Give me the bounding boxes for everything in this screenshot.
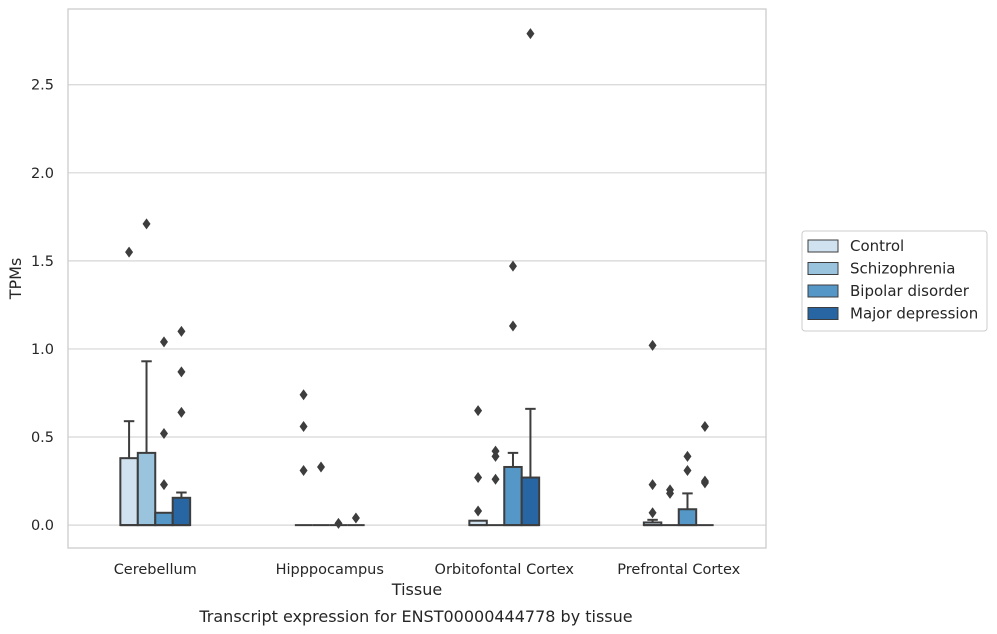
outlier-point: [526, 28, 535, 40]
plot-frame: [67, 8, 767, 549]
x-axis-label: Tissue: [391, 580, 442, 599]
legend-swatch: [807, 284, 839, 298]
outlier-point: [177, 366, 186, 378]
box-major-depression: [520, 407, 541, 527]
outlier-point: [299, 464, 308, 476]
outlier-point: [159, 479, 168, 491]
outlier-point: [317, 461, 326, 473]
outlier-point: [474, 405, 483, 417]
outlier-point: [683, 450, 692, 462]
legend: Control Schizophrenia Bipolar disorder Majo…: [801, 230, 988, 332]
box-rect: [503, 465, 523, 527]
outlier-point: [142, 218, 151, 230]
outlier-point: [299, 389, 308, 401]
outlier-point: [683, 464, 692, 476]
x-tick-label: Cerebellum: [114, 562, 197, 578]
box-rect: [171, 496, 192, 527]
outlier-point: [159, 336, 168, 348]
outlier-point: [334, 517, 343, 529]
outlier-point: [700, 420, 709, 432]
y-axis-label: TPMs: [6, 258, 25, 301]
y-tick-labels: 0.0 0.5 1.0 1.5 2.0 2.5: [31, 78, 54, 534]
y-tick-label: 2.0: [31, 166, 54, 182]
outlier-point: [666, 484, 675, 496]
outlier-point: [700, 475, 709, 487]
outlier-point: [474, 505, 483, 517]
box-major-depression: [171, 491, 192, 527]
outlier-layer: [125, 28, 709, 529]
outlier-point: [177, 325, 186, 337]
x-tick-label: Hipppocampus: [276, 562, 384, 578]
box-bipolar-disorder: [503, 451, 523, 527]
outlier-point: [299, 420, 308, 432]
box-layer: [119, 360, 714, 527]
box-bipolar-disorder: [154, 511, 174, 527]
box-control: [468, 519, 488, 527]
outlier-point: [177, 406, 186, 418]
figure-caption: Transcript expression for ENST0000044477…: [198, 607, 632, 626]
y-tick-label: 0.0: [31, 518, 54, 534]
legend-entry-label: Control: [850, 237, 904, 255]
y-tick-label: 0.5: [31, 430, 54, 446]
legend-entry-label: Major depression: [850, 305, 978, 323]
outlier-point: [508, 320, 517, 332]
y-tick-label: 1.0: [31, 342, 54, 358]
outlier-point: [125, 246, 134, 258]
box-control: [642, 518, 663, 527]
y-tick-label: 2.5: [31, 78, 54, 94]
box-schizophrenia: [136, 360, 157, 527]
legend-swatch: [807, 239, 839, 253]
y-tick-label: 1.5: [31, 254, 54, 270]
legend-swatch: [807, 262, 839, 275]
box-rect: [520, 476, 541, 527]
outlier-point: [351, 512, 360, 524]
grid-lines: [68, 84, 766, 526]
legend-entry-label: Schizophrenia: [850, 260, 955, 278]
outlier-point: [648, 339, 657, 351]
legend-frame: [801, 230, 988, 332]
x-tick-labels: Cerebellum Hipppocampus Orbitofontal Corte…: [114, 562, 741, 578]
outlier-point: [508, 260, 517, 272]
box-rect: [136, 451, 157, 527]
x-tick-label: Prefrontal Cortex: [617, 562, 740, 578]
box-rect: [119, 457, 139, 527]
legend-swatch: [807, 307, 839, 320]
outlier-point: [474, 472, 483, 484]
box-rect: [677, 508, 698, 527]
legend-entry-label: Bipolar disorder: [850, 282, 970, 300]
x-tick-label: Orbitofontal Cortex: [435, 562, 575, 578]
box-bipolar-disorder: [677, 492, 698, 527]
outlier-point: [648, 479, 657, 491]
outlier-point: [491, 473, 500, 485]
box-rect: [154, 511, 174, 527]
outlier-point: [159, 428, 168, 440]
outlier-point: [648, 507, 657, 519]
outlier-point: [491, 445, 500, 457]
